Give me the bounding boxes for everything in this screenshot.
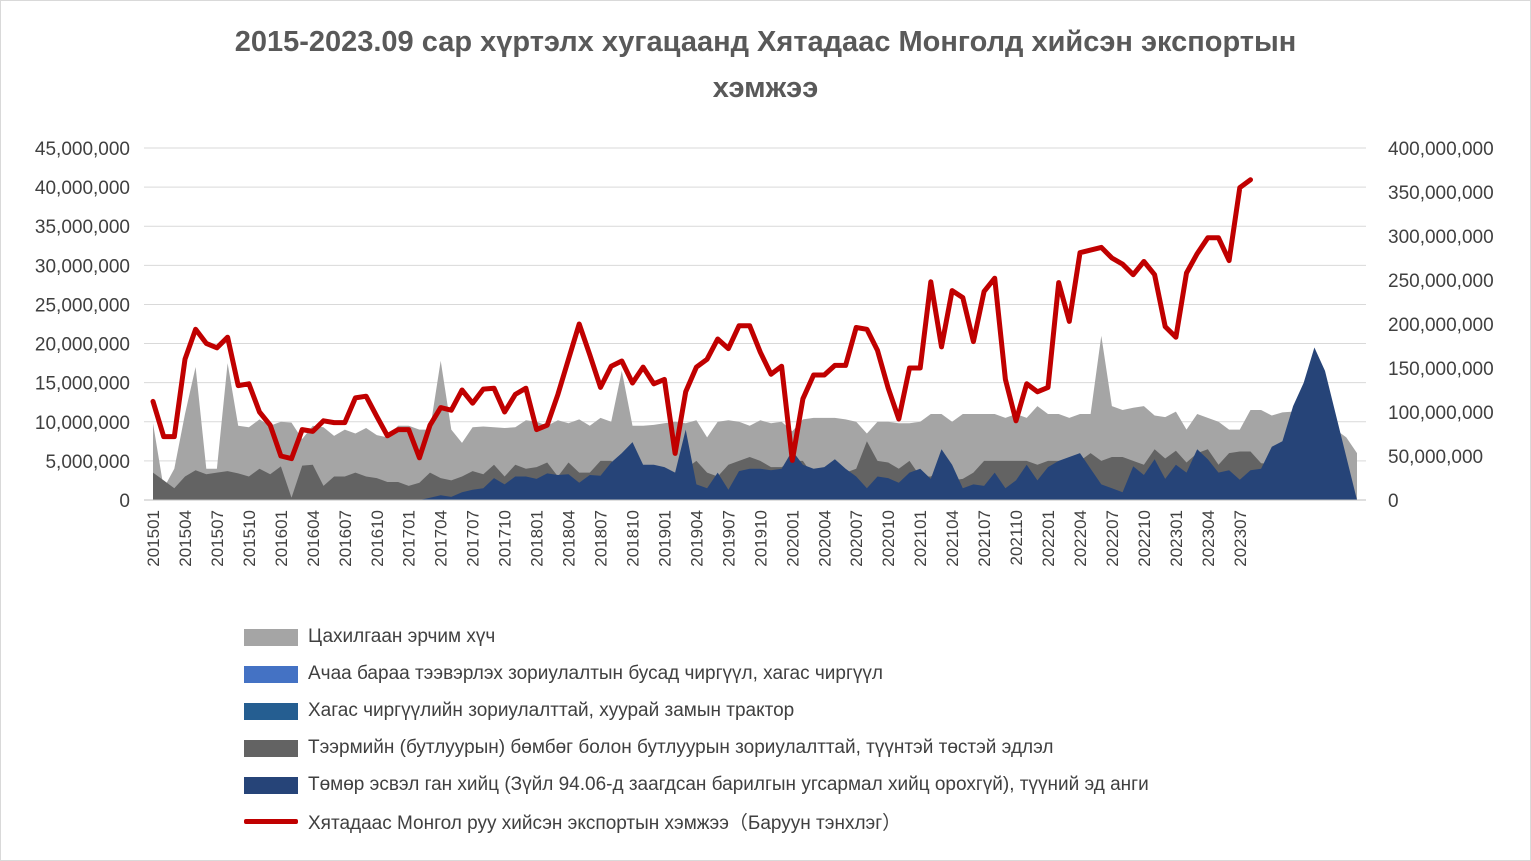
area-a5a5a5 [153,335,1357,500]
x-tick-label: 202301 [1167,510,1186,567]
x-tick-label: 202010 [879,510,898,567]
chart-title-line-1: 2015-2023.09 сар хүртэлх хугацаанд Хятад… [234,26,1297,58]
x-tick-label: 201804 [560,510,579,567]
x-tick-label: 202110 [1007,510,1026,565]
y-right-tick-label: 150,000,000 [1388,359,1494,380]
x-tick-label: 201504 [176,510,195,567]
y-right-tick-label: 300,000,000 [1388,227,1494,248]
legend-item: Цахилгаан эрчим хүч [244,624,495,650]
legend-swatch [244,665,298,683]
x-tick-label: 201607 [336,510,355,567]
x-tick-label: 201810 [624,510,643,567]
x-tick-label: 201704 [432,510,451,567]
y-right-tick-label: 100,000,000 [1388,403,1494,424]
x-tick-label: 202201 [1039,510,1058,567]
legend-swatch [244,818,298,824]
y-right-tick-label: 0 [1388,491,1399,512]
axes: 0 5,000,000 10,000,000 15,000,000 20,000,000… [35,139,1494,567]
x-tick-label: 201510 [240,510,259,567]
x-tick-label: 201807 [592,510,611,567]
legend-label: Хятадаас Монгол руу хийсэн экспортын хэм… [308,812,902,834]
y-left-tick-label: 5,000,000 [45,452,130,473]
legend-swatch [244,628,298,646]
y-right-tick-label: 400,000,000 [1388,139,1494,160]
legend-swatch [244,739,298,757]
x-tick-label: 201710 [496,510,515,567]
area-series [153,335,1357,500]
y-left-tick-label: 15,000,000 [35,374,130,395]
legend-item: Тээрмийн (бутлуурын) бөмбөг болон бутлуу… [244,735,1054,761]
legend-label: Тээрмийн (бутлуурын) бөмбөг болон бутлуу… [308,737,1054,758]
x-tick-label: 202104 [943,510,962,567]
y-right-tick-label: 50,000,000 [1388,447,1483,468]
chart-title-line-2: хэмжээ [712,72,819,104]
x-tick-label: 201904 [687,510,706,567]
x-tick-label: 201910 [751,510,770,567]
x-tick-label: 201501 [144,510,163,567]
legend-item: Төмөр эсвэл ган хийц (Зүйл 94.06-д заагд… [244,772,1149,798]
y-left-tick-label: 20,000,000 [35,335,130,356]
legend-label: Ачаа бараа тээвэрлэх зориулалтын бусад ч… [308,663,883,684]
y-left-tick-label: 10,000,000 [35,413,130,434]
y-right-tick-label: 250,000,000 [1388,271,1494,292]
legend-item: Ачаа бараа тээвэрлэх зориулалтын бусад ч… [244,661,883,687]
x-tick-label: 201610 [368,510,387,567]
x-tick-label: 202004 [815,510,834,567]
x-tick-label: 202001 [783,510,802,567]
legend-item: Хятадаас Монгол руу хийсэн экспортын хэм… [244,808,901,834]
y-right-tick-label: 200,000,000 [1388,315,1494,336]
area-264478 [153,347,1357,500]
x-tick-label: 201707 [464,510,483,567]
x-tick-label: 202304 [1199,510,1218,567]
line-series [150,177,1253,463]
x-tick-label: 202007 [847,510,866,567]
x-tick-label: 202210 [1135,510,1154,567]
legend-item: Хагас чиргүүлийн зориулалттай, хуурай за… [244,698,794,724]
y-left-tick-label: 40,000,000 [35,178,130,199]
line-export-total [150,177,1253,463]
x-tick-label: 201701 [400,510,419,567]
x-tick-label: 202107 [975,510,994,567]
legend-label: Төмөр эсвэл ган хийц (Зүйл 94.06-д заагд… [308,774,1149,795]
x-tick-label: 201507 [208,510,227,567]
x-tick-label: 201601 [272,510,291,567]
legend-label: Хагас чиргүүлийн зориулалттай, хуурай за… [308,700,795,721]
x-tick-label: 201604 [304,510,323,567]
x-tick-label: 201901 [655,510,674,567]
y-left-tick-label: 35,000,000 [35,217,130,238]
x-tick-label: 202204 [1071,510,1090,567]
legend-swatch [244,702,298,720]
x-tick-label: 202101 [911,510,930,567]
x-tick-label: 202207 [1103,510,1122,567]
x-tick-label: 201907 [719,510,738,567]
y-left-tick-label: 25,000,000 [35,295,130,316]
y-left-tick-label: 45,000,000 [35,139,130,160]
legend-label: Цахилгаан эрчим хүч [308,626,496,647]
x-tick-label: 201801 [528,510,547,567]
y-right-tick-label: 350,000,000 [1388,183,1494,204]
legend-swatch [244,776,298,794]
y-left-tick-label: 30,000,000 [35,256,130,277]
x-tick-label: 202307 [1231,510,1250,567]
y-left-tick-label: 0 [119,491,130,512]
